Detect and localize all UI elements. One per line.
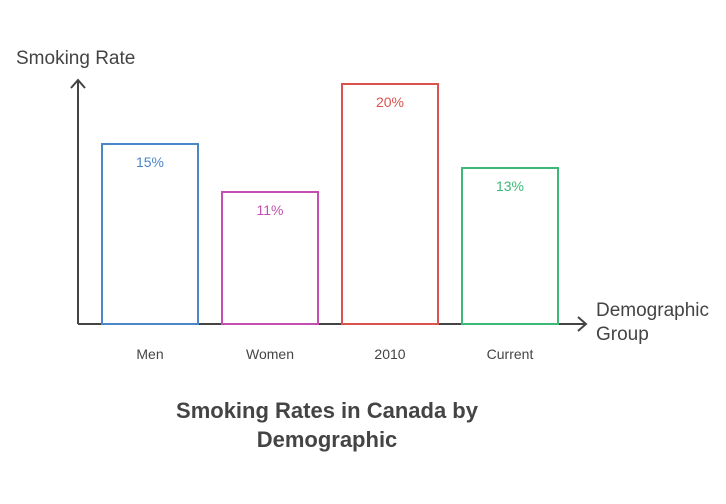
x-tick-label-2010: 2010 <box>374 346 405 362</box>
y-axis-title: Smoking Rate <box>16 48 136 69</box>
bar-women <box>221 191 319 325</box>
bar-2010 <box>341 83 439 325</box>
data-label-women: 11% <box>257 202 284 218</box>
y-axis-arrow <box>70 78 86 89</box>
data-label-current: 13% <box>496 178 524 194</box>
x-axis-arrow <box>577 316 588 332</box>
bar-men <box>101 143 199 325</box>
x-tick-label-men: Men <box>136 346 163 362</box>
x-axis-title: Demographic Group <box>596 300 709 345</box>
data-label-men: 15% <box>136 154 164 170</box>
x-tick-label-women: Women <box>246 346 294 362</box>
chart-title: Smoking Rates in Canada by Demographic <box>176 398 478 452</box>
bar-current <box>461 167 559 325</box>
x-tick-label-current: Current <box>487 346 534 362</box>
bars-group: 15% Men 11% Women 20% 2010 13% Current <box>101 83 559 362</box>
data-label-2010: 20% <box>376 94 404 110</box>
